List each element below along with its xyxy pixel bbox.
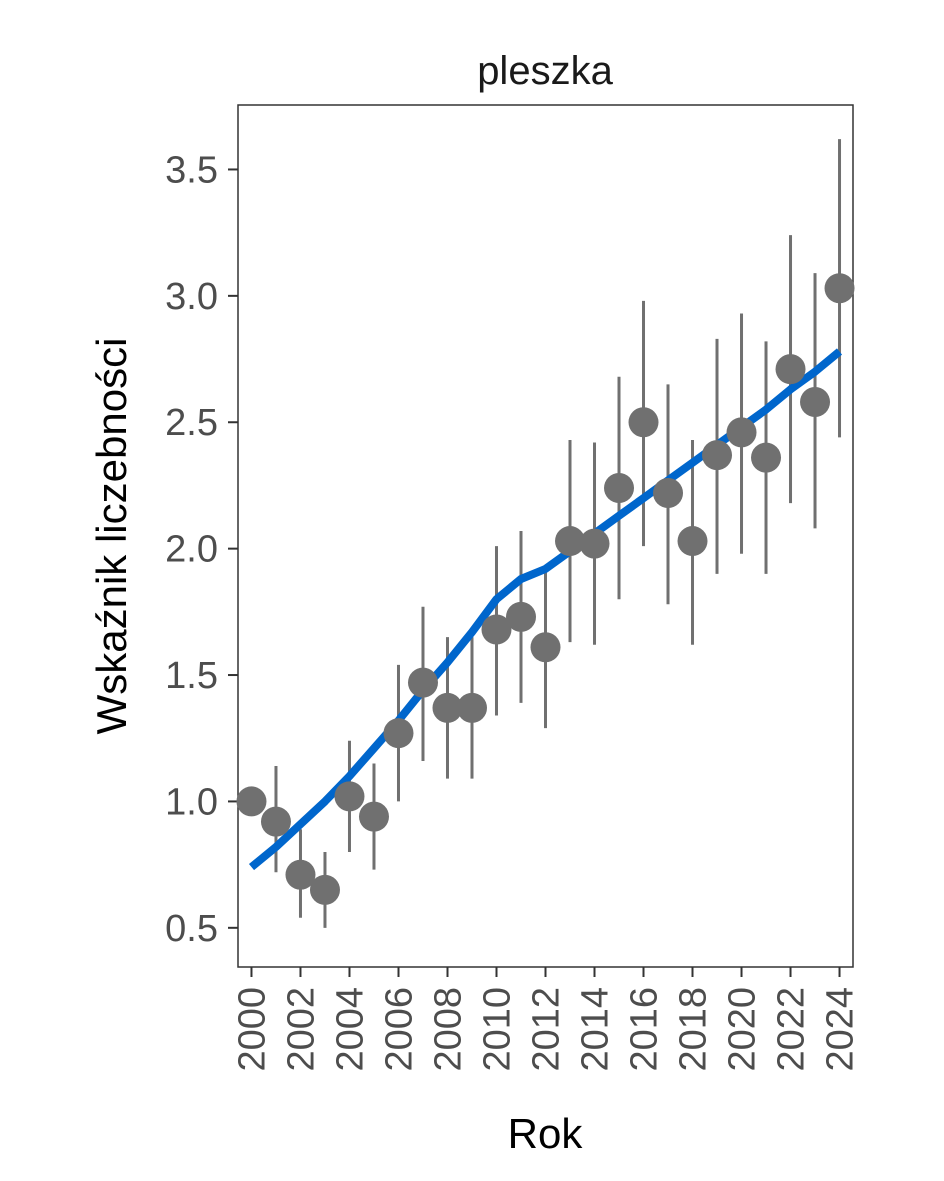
data-point <box>236 786 267 817</box>
y-tick-label: 3.0 <box>165 276 218 318</box>
y-tick-label: 3.5 <box>165 149 218 191</box>
y-tick-label: 1.0 <box>165 781 218 823</box>
data-point <box>628 407 659 438</box>
data-point <box>358 801 389 832</box>
data-point <box>383 718 414 749</box>
data-point <box>285 859 316 890</box>
x-axis: 2000 2002 2004 2006 2008 2010 2012 2014 2016 2018… <box>231 967 862 1072</box>
data-point <box>702 440 733 471</box>
data-point <box>309 874 340 905</box>
x-tick-label: 2024 <box>820 987 862 1072</box>
y-axis: 0.5 1.0 1.5 2.0 2.5 3.0 3.5 <box>165 149 238 950</box>
x-tick-label: 2000 <box>231 987 273 1072</box>
data-point <box>505 601 536 632</box>
x-tick-label: 2016 <box>624 987 666 1072</box>
data-point <box>579 528 610 559</box>
data-point <box>751 442 782 473</box>
plot-panel <box>237 104 854 968</box>
y-axis-title: Wskaźnik liczebności <box>88 338 135 735</box>
data-point <box>653 478 684 509</box>
x-tick-label: 2008 <box>427 987 469 1072</box>
data-point <box>677 526 708 557</box>
x-tick-label: 2006 <box>378 987 420 1072</box>
y-tick-label: 0.5 <box>165 908 218 950</box>
data-point <box>800 387 831 418</box>
data-point <box>260 806 291 837</box>
chart-title: pleszka <box>477 49 613 93</box>
x-tick-label: 2012 <box>526 987 568 1072</box>
x-tick-label: 2010 <box>476 987 518 1072</box>
x-tick-label: 2022 <box>771 987 813 1072</box>
x-tick-label: 2014 <box>575 987 617 1072</box>
data-point <box>456 692 487 723</box>
data-point <box>432 692 463 723</box>
y-tick-label: 2.5 <box>165 402 218 444</box>
data-point <box>334 781 365 812</box>
data-point <box>407 667 438 698</box>
data-point <box>604 472 635 503</box>
data-points <box>236 273 855 905</box>
data-point <box>530 632 561 663</box>
data-point <box>481 614 512 645</box>
y-tick-label: 2.0 <box>165 529 218 571</box>
y-tick-label: 1.5 <box>165 655 218 697</box>
data-point <box>726 417 757 448</box>
x-tick-label: 2020 <box>722 987 764 1072</box>
x-tick-label: 2004 <box>329 987 371 1072</box>
data-point <box>775 354 806 385</box>
data-point <box>824 273 855 304</box>
data-point <box>555 526 586 557</box>
x-axis-title: Rok <box>508 1110 584 1157</box>
x-tick-label: 2002 <box>280 987 322 1072</box>
x-tick-label: 2018 <box>673 987 715 1072</box>
